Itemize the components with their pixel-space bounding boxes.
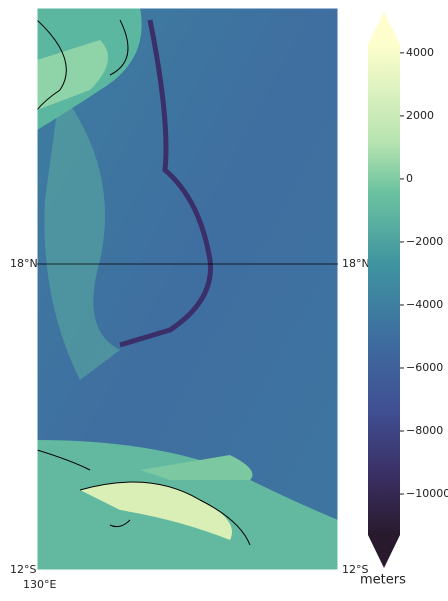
lat-label: 12°S	[10, 563, 36, 576]
colorbar-tick-label: 2000	[406, 109, 434, 122]
colorbar-tick-label: −6000	[406, 361, 443, 374]
map	[37, 8, 338, 570]
colorbar-extend	[368, 12, 400, 45]
colorbar-tick-label: 0	[406, 172, 413, 185]
colorbar-tick-label: −2000	[406, 235, 443, 248]
colorbar-label: meters	[360, 573, 406, 588]
map-frame	[36, 7, 339, 571]
lat-label: 18°N	[10, 257, 38, 270]
lat-label: 18°N	[342, 257, 370, 270]
colorbar-tick-label: −10000	[406, 487, 448, 500]
lat-label: 12°S	[342, 563, 368, 576]
lon-label: 130°E	[23, 578, 56, 591]
colorbar-tick-label: −8000	[406, 424, 443, 437]
colorbar	[368, 45, 400, 535]
colorbar-tick-label: −4000	[406, 298, 443, 311]
colorbar-extend	[368, 535, 400, 568]
colorbar-tick-label: 4000	[406, 46, 434, 59]
